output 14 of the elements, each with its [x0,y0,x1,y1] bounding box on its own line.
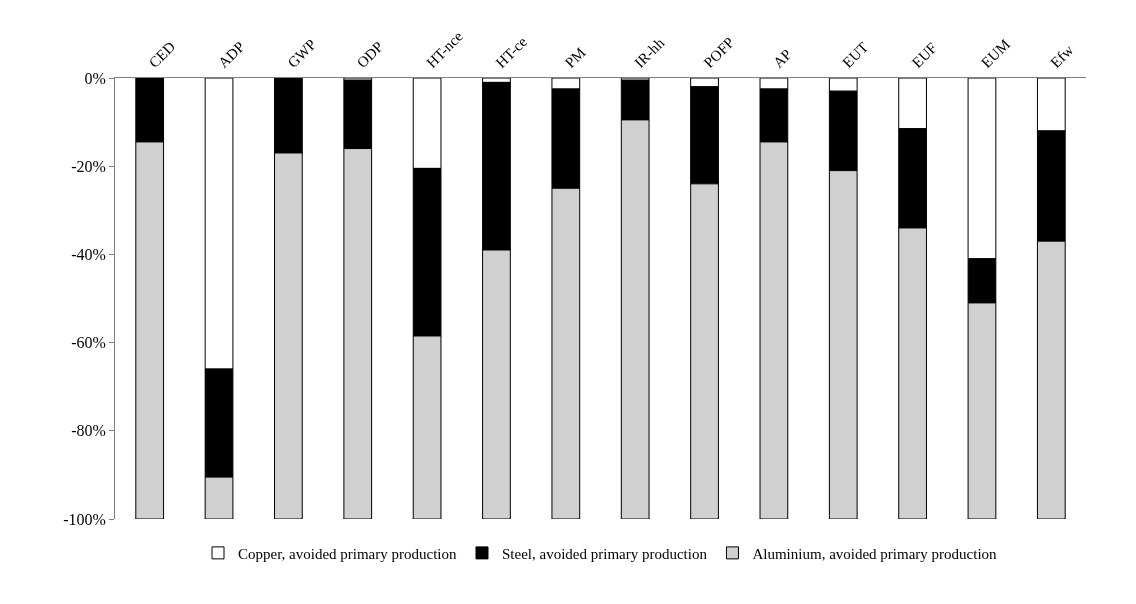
y-tick-label: -40% [71,246,106,263]
x-tick-label: Efw [1047,41,1077,71]
y-tick-label: -20% [71,157,106,175]
legend-label: Copper, avoided primary production [238,545,458,562]
legend-label: Aluminium, avoided primary production [752,545,998,562]
x-tick-label: CED [145,38,179,71]
y-tick-label: -60% [71,334,106,352]
y-tick-label: -100% [63,510,106,528]
y-tick-label: -80% [71,422,106,440]
legend-label: Steel, avoided primary production [502,545,708,562]
x-tick-label: AP [770,46,795,71]
x-tick-label: PM [561,44,589,71]
y-tick-label: 0% [84,69,106,87]
x-tick-label: ODP [353,38,387,71]
